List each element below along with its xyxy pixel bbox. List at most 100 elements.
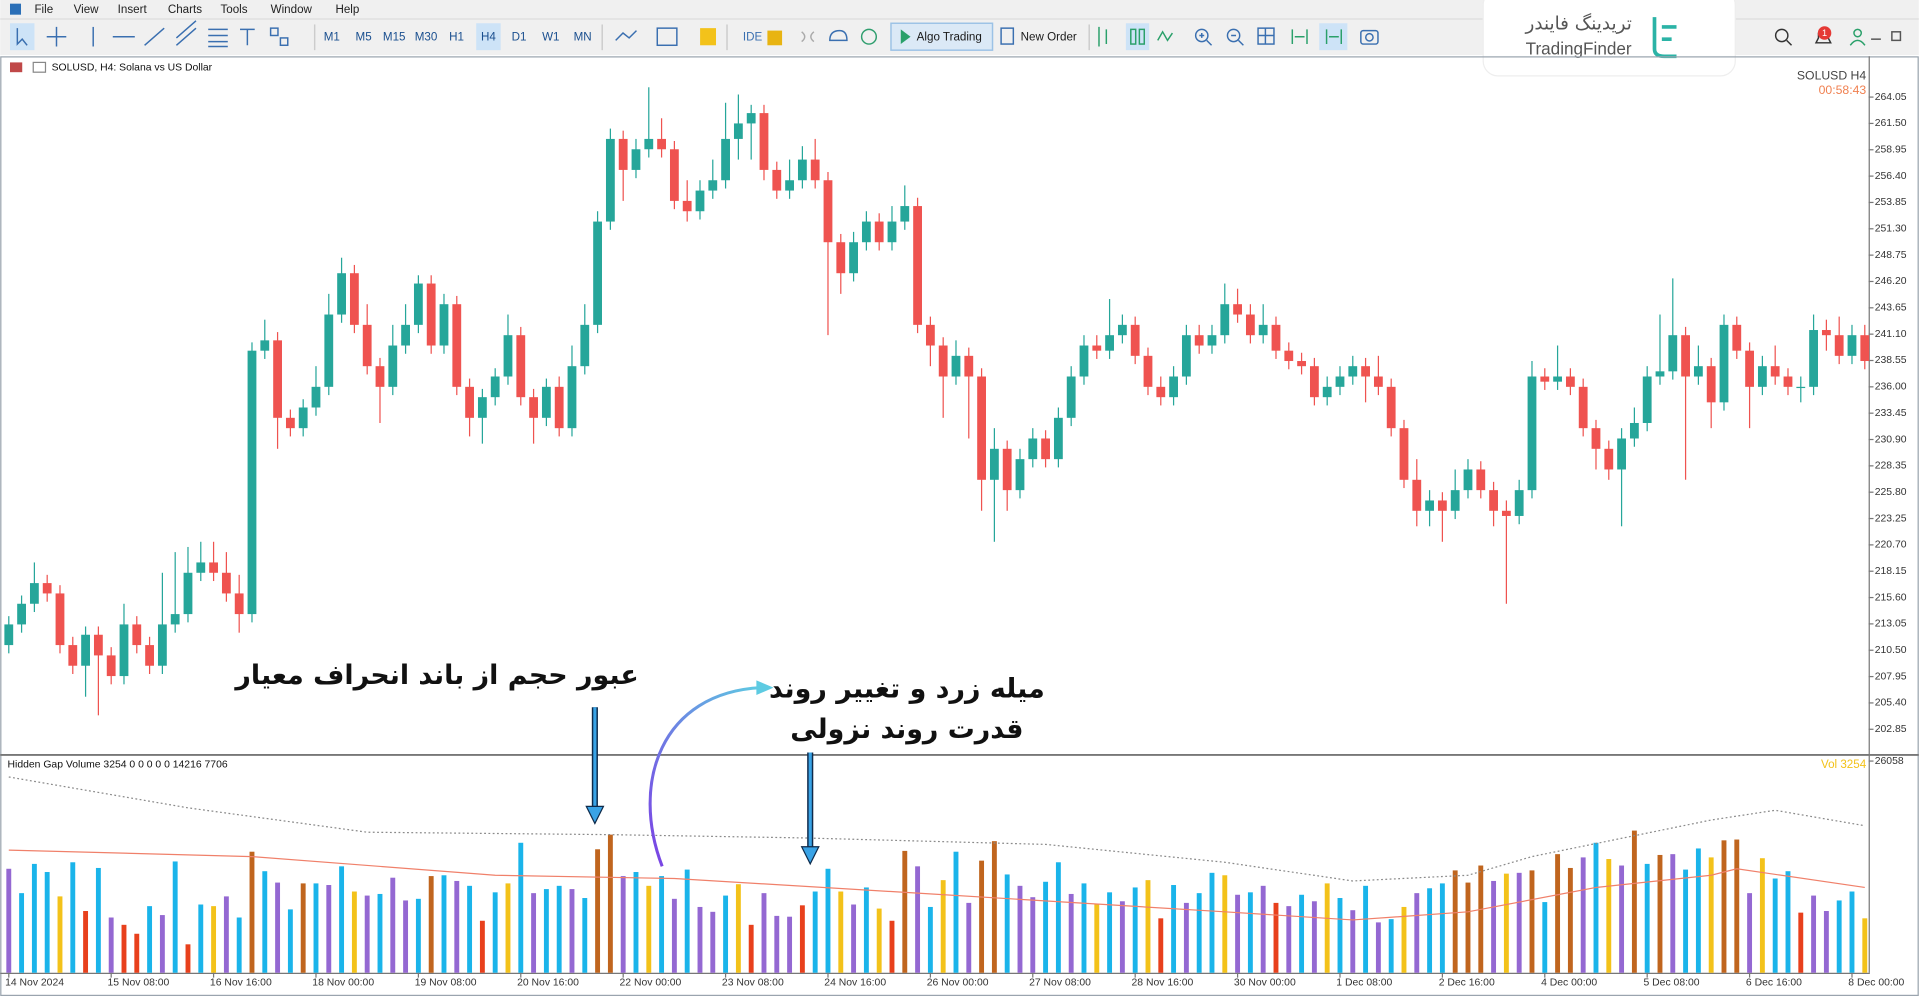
market-bag[interactable] (767, 30, 783, 46)
menu-bar: File View Insert Charts Tools Window Hel… (9, 3, 359, 16)
timeframe-button[interactable]: M15 (383, 30, 406, 43)
channel-tool[interactable] (175, 20, 197, 46)
candle-body (1642, 376, 1652, 423)
volume-bar (876, 908, 882, 973)
menu-item[interactable]: Window (271, 3, 313, 16)
bars-chart[interactable] (1098, 26, 1108, 47)
account-part (1849, 39, 1866, 46)
text-tool[interactable] (240, 28, 255, 46)
candle-body (1066, 376, 1076, 418)
volume-bar (659, 876, 665, 973)
volume-bar (1695, 848, 1701, 973)
volume-band-line (8, 849, 1865, 921)
candle-body (1565, 376, 1575, 387)
volume-bar (1222, 875, 1228, 973)
timeframe-button[interactable]: H4 (481, 30, 496, 43)
chart-type[interactable] (615, 30, 637, 41)
y-tick-label: 264.05 (1875, 92, 1907, 103)
y-tick-label: 228.35 (1875, 461, 1907, 472)
volume-bar (1427, 888, 1433, 973)
menu-item[interactable]: View (74, 3, 100, 16)
market-icon[interactable] (700, 28, 717, 46)
algo-trading-label[interactable]: Algo Trading (917, 30, 982, 43)
candle-body (337, 273, 346, 315)
indicators[interactable] (656, 27, 678, 47)
timeframe-button[interactable]: M1 (324, 30, 340, 43)
volume-bar (1657, 854, 1663, 973)
volume-bar (953, 851, 959, 973)
search[interactable] (1774, 28, 1789, 43)
arrow-head (585, 805, 605, 825)
volume-bar (147, 906, 153, 973)
line-chart[interactable] (1157, 30, 1174, 42)
volume-bar (799, 905, 805, 973)
timeframe-button[interactable]: M5 (356, 30, 372, 43)
candle-body (81, 634, 90, 666)
candle-body (55, 593, 65, 646)
candle-body (529, 397, 538, 418)
menu-item[interactable]: Tools (220, 3, 247, 16)
zoom-in[interactable] (1194, 28, 1209, 43)
autoscroll[interactable] (1291, 29, 1308, 45)
candles-chart[interactable] (1130, 28, 1137, 45)
y-tick-label: 213.05 (1875, 619, 1907, 630)
timeframe-button[interactable]: M30 (415, 30, 438, 43)
new-order-icon[interactable] (1000, 27, 1015, 45)
restore[interactable] (1891, 31, 1902, 42)
candle-body (503, 335, 513, 377)
volume-bar (1683, 869, 1689, 973)
toolbar-texts: IDE Algo Trading New Order 1 (743, 28, 1827, 43)
volume-bar (915, 866, 921, 973)
annotations: عبور حجم از باند انحراف معیار میله زرد و… (233, 660, 1045, 867)
candle-body (900, 206, 910, 222)
timeframe-button[interactable]: D1 (512, 30, 527, 43)
timeframe-button[interactable]: W1 (542, 30, 559, 43)
volume-bar (1478, 865, 1484, 973)
screenshot[interactable] (1360, 29, 1379, 45)
timeframe-button[interactable]: H1 (449, 30, 464, 43)
window-icon (9, 62, 23, 73)
cursor-tool[interactable] (16, 28, 28, 46)
chart-shift[interactable] (1325, 29, 1342, 45)
zoom-out[interactable] (1226, 28, 1241, 43)
ide-button[interactable]: IDE (743, 30, 763, 43)
candle-body (951, 355, 961, 377)
vps[interactable] (829, 29, 848, 42)
shapes-tool[interactable] (269, 27, 279, 37)
candle-body (132, 624, 142, 646)
candle-body (362, 324, 372, 367)
candle-body (375, 366, 385, 387)
candle-body (1860, 335, 1870, 362)
candle-body (1463, 469, 1473, 491)
community[interactable] (860, 28, 878, 45)
volume-bar (1631, 830, 1637, 973)
volume-bar (159, 915, 165, 973)
volume-band-line (8, 776, 1865, 882)
volume-bar (121, 924, 127, 973)
timeframe-button[interactable]: MN (574, 30, 592, 43)
candle-body (1156, 386, 1166, 398)
menu-item[interactable]: File (34, 3, 53, 16)
crosshair-tool[interactable] (46, 26, 67, 47)
notification-count: 1 (1822, 28, 1827, 38)
candle-body (1783, 376, 1793, 387)
candle-body (311, 386, 321, 408)
new-order-label[interactable]: New Order (1021, 30, 1077, 43)
account[interactable] (1853, 28, 1863, 38)
y-tick-label: 220.70 (1875, 540, 1907, 551)
volume-bar (1708, 857, 1714, 973)
fibo-tool[interactable] (208, 28, 228, 48)
volume-bar (505, 883, 511, 973)
volume-bar (902, 850, 908, 973)
menu-item[interactable]: Help (335, 3, 359, 16)
menu-item[interactable]: Charts (168, 3, 202, 16)
candle-body (1053, 417, 1063, 460)
trendline-tool[interactable] (144, 27, 165, 46)
bar-countdown: 00:58:43 (1819, 83, 1867, 97)
volume-bar (556, 885, 562, 973)
active-tool (9, 23, 35, 51)
menu-item[interactable]: Insert (118, 3, 148, 16)
signals[interactable] (801, 31, 815, 43)
x-tick-label: 8 Dec 00:00 (1848, 977, 1904, 988)
